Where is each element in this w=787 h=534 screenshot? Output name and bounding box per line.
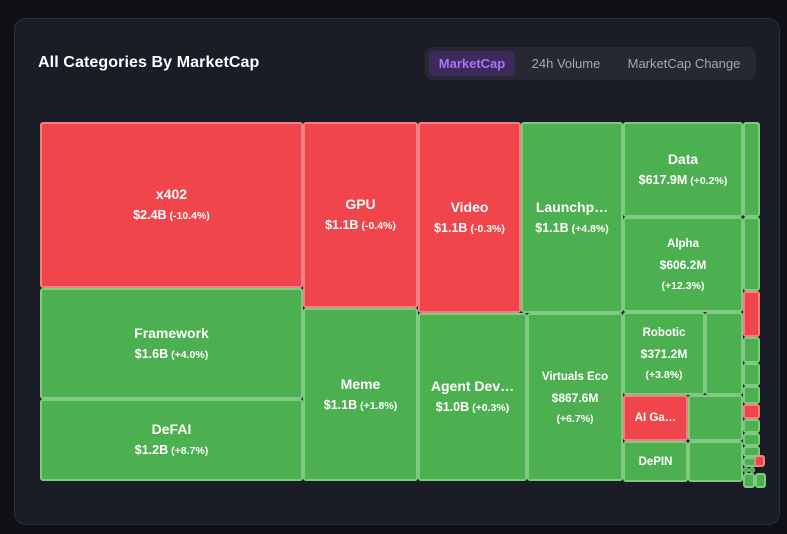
treemap-cell-s12[interactable] bbox=[749, 467, 755, 473]
cell-change: (+12.3%) bbox=[661, 280, 705, 292]
treemap-cell-video[interactable]: Video $1.1B (-0.3%) bbox=[418, 122, 521, 313]
cell-label: DeFAI bbox=[151, 421, 192, 437]
treemap-cell-s17[interactable] bbox=[743, 467, 749, 473]
treemap-cell-virtuals[interactable]: Virtuals Eco $867.6M (+6.7%) bbox=[527, 313, 623, 481]
cell-change: (+6.7%) bbox=[556, 412, 594, 425]
cell-label: Data bbox=[667, 150, 699, 167]
cell-label: Alpha bbox=[667, 238, 699, 250]
treemap-cell-s2[interactable] bbox=[688, 395, 743, 441]
cell-value: $1.1B (-0.3%) bbox=[434, 220, 505, 235]
cell-value: $606.2M bbox=[659, 258, 707, 272]
treemap-cell-s7[interactable] bbox=[743, 291, 760, 337]
cell-label: Agent Dev… bbox=[430, 378, 515, 394]
cell-value: $867.6M bbox=[551, 390, 599, 405]
cell-value: $2.4B (-10.4%) bbox=[133, 208, 210, 222]
metric-tabs: MarketCap 24h Volume MarketCap Change bbox=[425, 47, 756, 80]
cell-change: (-0.3%) bbox=[470, 222, 505, 235]
tab-marketcap-change[interactable]: MarketCap Change bbox=[627, 56, 741, 71]
cell-label: Meme bbox=[340, 375, 381, 392]
cell-change: (+0.2%) bbox=[690, 174, 728, 187]
cell-value: $371.2M bbox=[640, 347, 688, 361]
treemap-cell-s22[interactable] bbox=[743, 446, 760, 457]
cell-change: (+4.8%) bbox=[571, 222, 609, 235]
treemap-cell-s15[interactable] bbox=[743, 404, 760, 419]
cell-change: (+8.7%) bbox=[171, 445, 209, 457]
treemap-cell-s6[interactable] bbox=[743, 363, 760, 386]
treemap-cell-s3[interactable] bbox=[743, 122, 760, 217]
cell-label: Virtuals Eco bbox=[541, 370, 609, 383]
treemap-cell-s16[interactable] bbox=[754, 455, 765, 467]
cell-label: Video bbox=[450, 198, 489, 215]
treemap-cell-s14[interactable] bbox=[688, 441, 743, 482]
cell-label: Framework bbox=[134, 324, 209, 341]
cell-value: $1.1B (+4.8%) bbox=[535, 220, 609, 235]
treemap-cell-s20[interactable] bbox=[743, 419, 760, 433]
treemap-cell-depin[interactable]: DePIN bbox=[623, 441, 688, 482]
cell-value: $1.6B (+4.0%) bbox=[134, 346, 209, 361]
cell-value: $1.2B (+8.7%) bbox=[134, 443, 209, 457]
cell-change: (+0.3%) bbox=[472, 402, 510, 414]
tab-marketcap[interactable]: MarketCap bbox=[429, 51, 515, 76]
tab-24h-volume[interactable]: 24h Volume bbox=[531, 56, 601, 71]
cell-value: $1.1B (-0.4%) bbox=[325, 218, 396, 232]
treemap-cell-x402[interactable]: x402 $2.4B (-10.4%) bbox=[40, 122, 303, 288]
treemap-cell-defai[interactable]: DeFAI $1.2B (+8.7%) bbox=[40, 399, 303, 481]
cell-change: (+3.8%) bbox=[645, 369, 683, 381]
cell-change: (+1.8%) bbox=[360, 399, 398, 412]
treemap-cell-alpha[interactable]: Alpha $606.2M (+12.3%) bbox=[623, 217, 743, 312]
cell-label: x402 bbox=[155, 186, 188, 202]
treemap-cell-meme[interactable]: Meme $1.1B (+1.8%) bbox=[303, 308, 418, 481]
cell-value: $617.9M (+0.2%) bbox=[638, 172, 728, 187]
treemap-cell-s4[interactable] bbox=[743, 217, 760, 291]
cell-label: DePIN bbox=[638, 455, 673, 468]
treemap-cell-s9[interactable] bbox=[743, 473, 755, 488]
treemap-cell-s5[interactable] bbox=[743, 337, 760, 363]
cell-change: (-0.4%) bbox=[361, 220, 396, 232]
cell-value: $1.0B (+0.3%) bbox=[435, 400, 510, 414]
treemap-cell-framework[interactable]: Framework $1.6B (+4.0%) bbox=[40, 288, 303, 399]
treemap-cell-s19[interactable] bbox=[743, 386, 760, 404]
cell-label: AI Ga… bbox=[634, 412, 677, 424]
page-title: All Categories By MarketCap bbox=[38, 54, 260, 71]
treemap-cell-gpu[interactable]: GPU $1.1B (-0.4%) bbox=[303, 122, 418, 308]
cell-label: GPU bbox=[345, 196, 376, 212]
cell-change: (-10.4%) bbox=[169, 210, 210, 222]
treemap-cell-data[interactable]: Data $617.9M (+0.2%) bbox=[623, 122, 743, 217]
treemap-cell-s10[interactable] bbox=[755, 473, 766, 488]
treemap-cell-s21[interactable] bbox=[743, 433, 760, 446]
cell-value: $1.1B (+1.8%) bbox=[323, 397, 398, 412]
treemap-cell-robotic[interactable]: Robotic $371.2M (+3.8%) bbox=[623, 312, 705, 395]
treemap-cell-agentdev[interactable]: Agent Dev… $1.0B (+0.3%) bbox=[418, 313, 527, 481]
cell-label: Launchp… bbox=[535, 198, 609, 215]
treemap-cell-s1[interactable] bbox=[705, 312, 743, 395]
cell-label: Robotic bbox=[642, 327, 686, 339]
cell-change: (+4.0%) bbox=[171, 348, 209, 361]
treemap-cell-launchpad[interactable]: Launchp… $1.1B (+4.8%) bbox=[521, 122, 623, 313]
treemap-cell-aigaming[interactable]: AI Ga… bbox=[623, 395, 688, 441]
